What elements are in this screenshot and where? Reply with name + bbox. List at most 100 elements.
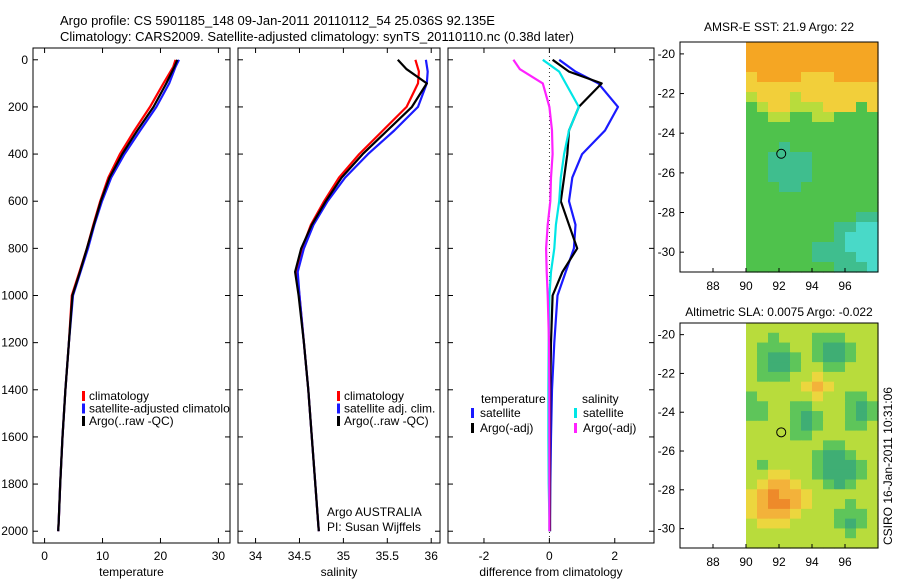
sla-map-cell	[823, 332, 835, 344]
sst-map-float-marker	[776, 148, 787, 159]
sst-map-cell	[746, 82, 758, 93]
sst-map-cell	[823, 192, 835, 203]
sla-map-cell	[845, 538, 857, 549]
sla-map-cell	[812, 391, 824, 402]
sst-map-cell	[801, 72, 813, 83]
sst-map-cell	[746, 42, 758, 53]
sst-map-cell	[812, 252, 824, 263]
temperature-legend-clip	[230, 387, 238, 431]
sst-map-cell	[790, 112, 802, 123]
salinity-series-group	[294, 59, 429, 532]
sla-map-cell	[812, 459, 824, 471]
sla-map-cell	[823, 401, 835, 412]
sst-map-cell	[867, 172, 879, 183]
sst-map-cell	[834, 232, 846, 243]
sla-map-cell	[746, 430, 758, 441]
temperature-legend-swatch	[82, 416, 85, 426]
sla-map-cell	[801, 411, 813, 422]
sla-map-cell	[856, 352, 868, 363]
sla-map-cell	[779, 401, 791, 412]
sst-map-cell	[768, 212, 780, 223]
sla-map-cell	[823, 342, 835, 353]
diff-legend-swatch	[574, 423, 577, 433]
sst-map-cell	[856, 72, 868, 83]
sla-map-cell	[757, 391, 769, 402]
sst-map-cell	[845, 52, 857, 63]
sla-map-cell	[801, 323, 813, 334]
sla-map-cell	[823, 371, 835, 383]
sla-map-cell	[845, 469, 857, 481]
sla-map-cell	[867, 528, 879, 539]
salinity-legend-swatch	[337, 391, 340, 401]
sla-map-cell	[746, 401, 758, 412]
sla-map-xtick-label: 92	[772, 555, 786, 569]
sst-map-cell	[823, 52, 835, 63]
sst-map-cell	[768, 102, 780, 113]
sst-map-xtick-label: 92	[772, 279, 786, 293]
sst-map-cell	[790, 72, 802, 83]
sst-map-cell	[834, 122, 846, 133]
sst-map-cell	[801, 62, 813, 73]
sla-map-cell	[801, 381, 813, 393]
sst-map-cell	[790, 122, 802, 133]
sla-map-cell	[801, 538, 813, 549]
sst-map-cell	[867, 192, 879, 203]
sla-map-cell	[845, 440, 857, 451]
salinity-xtick-label: 35.5	[376, 549, 400, 563]
sst-map-cell	[801, 162, 813, 173]
temperature-legend-swatch	[82, 403, 85, 414]
sst-map-cell	[790, 182, 802, 193]
sla-map-cell	[790, 401, 802, 412]
sst-map-cell	[812, 262, 824, 273]
sst-map-cell	[746, 92, 758, 103]
sla-map-cell	[834, 362, 846, 373]
sst-map-cell	[746, 152, 758, 163]
sst-map-cell	[790, 242, 802, 253]
sla-map-cell	[834, 352, 846, 363]
sla-map-cell	[746, 528, 758, 539]
sla-map-cell	[779, 342, 791, 353]
sst-map-cell	[834, 42, 846, 53]
sst-map-cell	[779, 52, 791, 63]
sst-map-cell	[757, 52, 769, 63]
temperature-xtick-label: 20	[154, 549, 168, 563]
sst-map-cell	[757, 172, 769, 183]
sla-map-cell	[867, 508, 879, 520]
sla-map-cell	[867, 499, 879, 510]
sla-map-cell	[823, 362, 835, 373]
difference-xtick-label: -2	[479, 549, 490, 563]
salinity-panel: 34 34.5 35 35.5 36 salinity climatologysatelli…	[237, 47, 441, 579]
sst-map-cell	[768, 252, 780, 263]
sst-map-cell	[779, 162, 791, 173]
difference-xtick-label: 2	[611, 549, 618, 563]
sla-map-xtick-label: 90	[739, 555, 753, 569]
sst-map-cell	[823, 112, 835, 123]
sst-map-cell	[812, 122, 824, 133]
sla-map-cell	[834, 440, 846, 451]
sla-map-cell	[801, 518, 813, 530]
temperature-ytick-label: 600	[8, 194, 28, 208]
sla-map-cell	[757, 479, 769, 490]
sst-map-cell	[757, 242, 769, 253]
sla-map-cell	[812, 401, 824, 412]
sst-map-cell	[812, 62, 824, 73]
sla-map-cell	[790, 430, 802, 441]
sla-map-cell	[801, 450, 813, 461]
sla-map-cell	[768, 401, 780, 412]
sla-map-cell	[812, 518, 824, 530]
sst-map-cell	[834, 162, 846, 173]
sla-map-cell	[790, 499, 802, 510]
sla-map-cell	[867, 371, 879, 383]
sst-map-cell	[768, 52, 780, 63]
sla-map-cell	[845, 332, 857, 344]
sst-map-cell	[812, 222, 824, 233]
sst-map-cell	[746, 262, 758, 273]
sla-map-cell	[867, 479, 879, 490]
sla-map-cell	[823, 352, 835, 363]
figure-title-line1: Argo profile: CS 5901185_148 09-Jan-2011…	[60, 13, 495, 28]
sst-map-cell	[801, 192, 813, 203]
sst-map-cell	[823, 122, 835, 133]
sst-map-cell	[834, 262, 846, 273]
sla-map-cell	[834, 391, 846, 402]
sst-map-cell	[867, 212, 879, 223]
